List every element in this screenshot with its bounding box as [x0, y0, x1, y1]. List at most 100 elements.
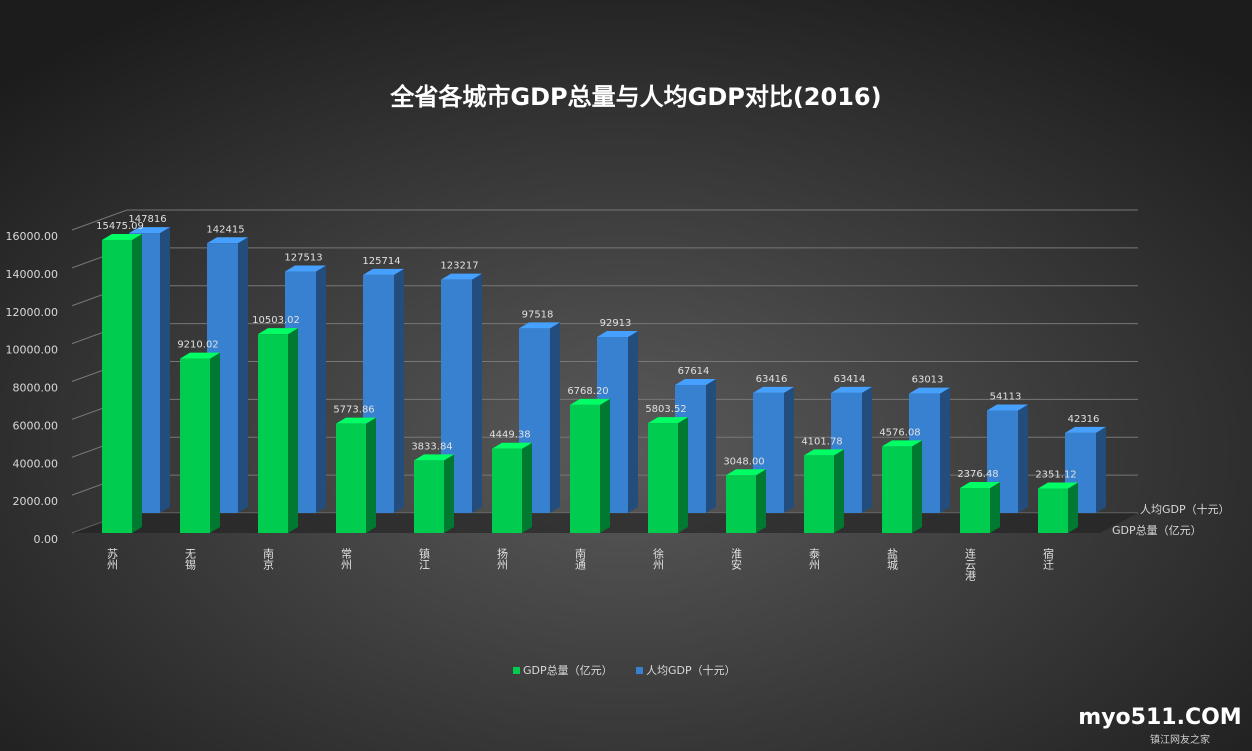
bar: [258, 334, 288, 533]
x-tick-label: 泰州: [808, 547, 821, 570]
bar: [492, 448, 522, 533]
x-tick-label: 苏州: [106, 548, 119, 570]
bar-top: [804, 449, 844, 456]
bar: [960, 487, 990, 533]
value-label: 5803.52: [645, 404, 686, 415]
bar-side: [366, 417, 376, 533]
depth-label: GDP总量（亿元）: [1112, 523, 1202, 537]
depth-label: 人均GDP（十元）: [1140, 502, 1230, 516]
y-tick-label: 10000.00: [6, 344, 59, 357]
bar-side: [784, 386, 794, 513]
y-tick-label: 12000.00: [6, 306, 59, 319]
bar-top: [492, 442, 532, 449]
bar-side: [678, 417, 688, 533]
x-tick-label: 徐州: [652, 547, 665, 570]
value-label: 4101.78: [801, 436, 842, 447]
x-tick-label: 无锡: [184, 548, 197, 571]
bar-top: [258, 328, 298, 335]
bar: [804, 455, 834, 533]
y-tick-label: 14000.00: [6, 268, 59, 281]
bar-side: [316, 265, 326, 513]
value-label: 6768.20: [567, 386, 608, 397]
legend-swatch: [513, 667, 520, 674]
bar-top: [207, 237, 248, 244]
legend-swatch: [636, 667, 643, 674]
bar-top: [597, 331, 638, 338]
value-label: 63416: [756, 374, 788, 385]
value-label: 147816: [128, 214, 166, 225]
value-label: 9210.02: [177, 340, 218, 351]
value-label: 127513: [284, 253, 322, 264]
bar-side: [444, 454, 454, 533]
value-label: 142415: [206, 224, 244, 235]
x-tick-label: 镇江: [418, 547, 431, 570]
bar-side: [1018, 404, 1028, 513]
legend-label: GDP总量（亿元）: [523, 663, 613, 677]
bar-top: [1065, 426, 1106, 433]
value-label: 42316: [1068, 414, 1100, 425]
grid-line: [71, 209, 1138, 231]
bar-side: [628, 331, 638, 513]
bar-top: [753, 386, 794, 393]
chart-title: 全省各城市GDP总量与人均GDP对比(2016): [389, 83, 881, 111]
value-label: 63013: [912, 375, 944, 386]
bar: [414, 460, 444, 533]
bar-side: [210, 352, 220, 533]
bar-side: [834, 449, 844, 533]
value-label: 125714: [362, 256, 400, 267]
bar-top: [726, 469, 766, 476]
bar-side: [394, 268, 404, 513]
bar-side: [132, 233, 142, 533]
x-tick-label: 宿迁: [1042, 547, 1055, 570]
bar-top: [519, 322, 560, 329]
bar-top: [909, 387, 950, 394]
bar-top: [882, 440, 922, 447]
bar-side: [472, 273, 482, 513]
bar: [180, 358, 210, 533]
bar: [336, 423, 366, 533]
bar-top: [1038, 482, 1078, 489]
x-tick-label: 淮安: [730, 548, 743, 571]
bar: [102, 239, 132, 533]
legend-label: 人均GDP（十元）: [646, 663, 736, 677]
value-label: 3048.00: [723, 456, 764, 467]
value-label: 15475.09: [96, 221, 144, 232]
bar-side: [706, 378, 716, 513]
y-tick-label: 2000.00: [13, 495, 59, 508]
value-label: 4449.38: [489, 430, 530, 441]
value-label: 92913: [600, 318, 632, 329]
bar-top: [363, 268, 404, 275]
value-label: 123217: [440, 261, 478, 272]
value-label: 4576.08: [879, 427, 920, 438]
y-tick-label: 0.00: [34, 533, 59, 546]
bar-top: [129, 227, 170, 234]
bar-side: [522, 442, 532, 533]
bar-side: [288, 328, 298, 533]
bar: [648, 423, 678, 533]
bar-top: [648, 417, 688, 424]
bar-top: [831, 386, 872, 393]
value-label: 54113: [990, 392, 1022, 403]
y-tick-label: 6000.00: [13, 419, 59, 432]
value-label: 5773.86: [333, 405, 374, 416]
y-tick-label: 4000.00: [13, 457, 59, 470]
bar-top: [570, 398, 610, 405]
bar-side: [160, 227, 170, 513]
x-tick-label: 扬州: [496, 547, 509, 570]
bar: [1038, 488, 1068, 533]
bar-side: [862, 386, 872, 513]
x-tick-label: 南京: [262, 548, 275, 571]
x-tick-label: 南通: [574, 548, 587, 570]
watermark: 镇江网友之家: [1150, 733, 1210, 746]
bar-top: [960, 481, 1000, 488]
watermark: myo511.COM: [1078, 705, 1241, 730]
value-label: 3833.84: [411, 441, 452, 452]
bar: [882, 446, 912, 533]
bar-top: [336, 417, 376, 424]
value-label: 2376.48: [957, 469, 998, 480]
bar-top: [414, 454, 454, 461]
y-tick-label: 16000.00: [6, 230, 59, 243]
bar-top: [180, 352, 220, 359]
bar: [570, 404, 600, 533]
